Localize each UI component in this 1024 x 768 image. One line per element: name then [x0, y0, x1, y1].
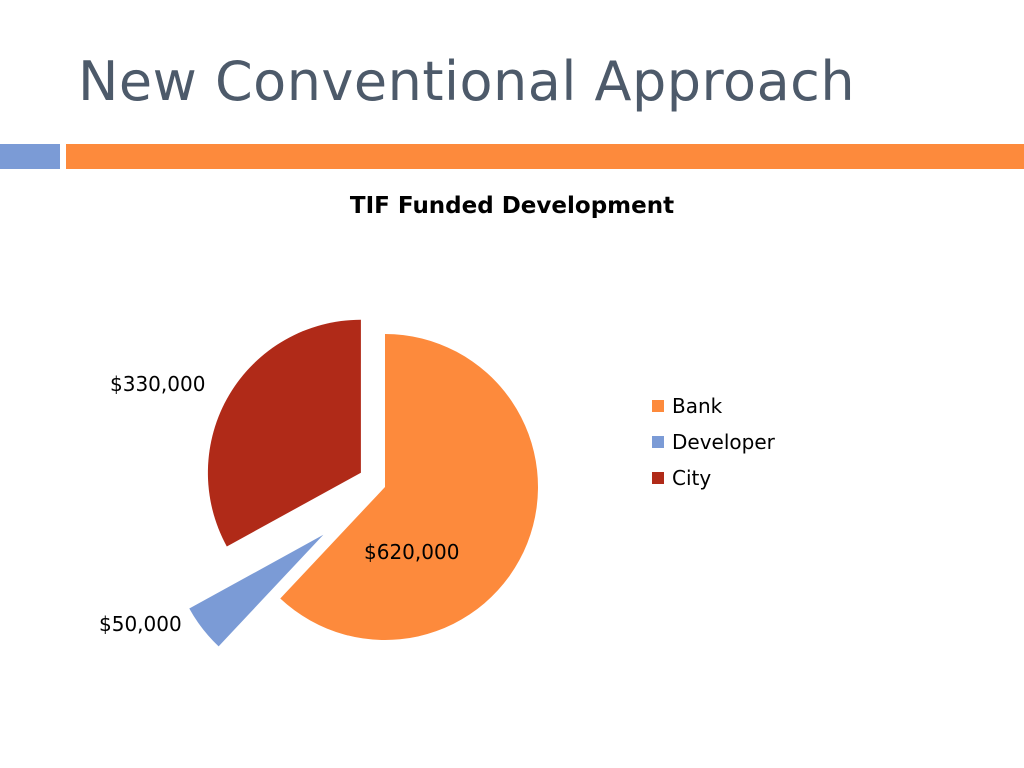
slide-title: New Conventional Approach [78, 50, 856, 113]
data-label-city: $330,000 [110, 372, 206, 396]
legend-label-city: City [672, 466, 712, 490]
legend-swatch-city [652, 472, 664, 484]
data-label-developer: $50,000 [99, 612, 182, 636]
legend-item-city[interactable]: City [652, 460, 775, 496]
legend-item-bank[interactable]: Bank [652, 388, 775, 424]
chart-legend: Bank Developer City [652, 388, 775, 496]
legend-label-bank: Bank [672, 394, 723, 418]
pie-slice-developer[interactable] [189, 534, 324, 647]
chart-title: TIF Funded Development [349, 193, 675, 219]
pie-slice-city[interactable] [207, 319, 361, 547]
legend-item-developer[interactable]: Developer [652, 424, 775, 460]
accent-bar-left [0, 144, 60, 169]
legend-swatch-bank [652, 400, 664, 412]
pie-slice-bank[interactable] [280, 334, 538, 641]
legend-swatch-developer [652, 436, 664, 448]
accent-bar-right [66, 144, 1024, 169]
legend-label-developer: Developer [672, 430, 775, 454]
data-label-bank: $620,000 [364, 540, 460, 564]
